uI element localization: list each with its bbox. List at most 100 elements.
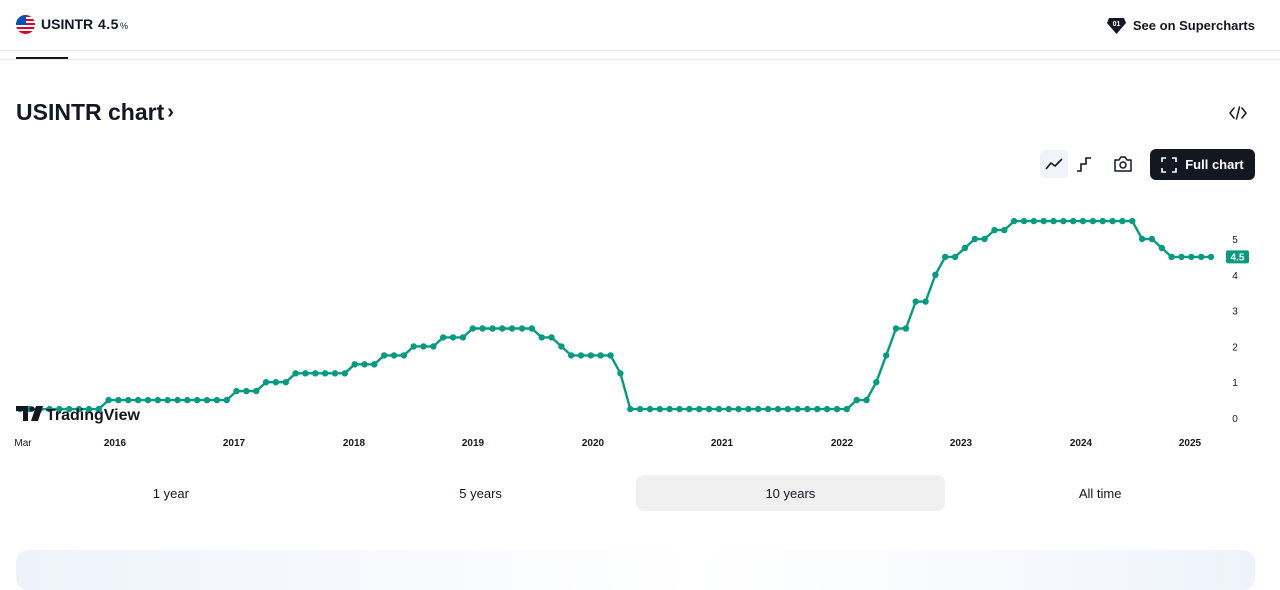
- data-point: [1070, 217, 1077, 225]
- x-tick-label: 2019: [462, 438, 485, 449]
- data-point: [144, 396, 152, 404]
- step-line-button[interactable]: [1070, 150, 1098, 178]
- data-point: [243, 387, 250, 395]
- data-point: [873, 379, 880, 386]
- data-point: [115, 396, 122, 404]
- chart-style-toggle: [1040, 148, 1100, 180]
- data-point: [125, 396, 132, 404]
- x-tick-label: 2017: [223, 438, 246, 449]
- top-bar: USINTR 4.5% 01 See on Supercharts: [0, 0, 1280, 51]
- supercharts-label: See on Supercharts: [1132, 18, 1255, 33]
- step-line-icon: [1077, 157, 1091, 172]
- chart-title-link[interactable]: USINTR chart ›: [16, 99, 174, 126]
- data-point: [942, 253, 949, 261]
- data-point: [932, 271, 939, 278]
- data-point: [1010, 217, 1018, 225]
- data-point: [902, 325, 910, 332]
- data-point: [272, 379, 280, 386]
- data-point: [75, 405, 83, 413]
- data-point: [1040, 217, 1047, 225]
- y-tick-label: 4: [1232, 271, 1238, 282]
- data-point: [1099, 217, 1106, 225]
- expand-icon: [1161, 156, 1178, 173]
- data-point: [1158, 244, 1166, 252]
- symbol-name: USINTR: [41, 16, 94, 32]
- x-tick-label: 2023: [950, 438, 973, 449]
- data-point: [892, 325, 900, 332]
- interest-rate-chart[interactable]: 0 1 2 3 4 5 Mar 2016 2017 2018 2019 2020 2021 2022 20…: [0, 190, 1280, 460]
- data-point: [784, 405, 791, 413]
- data-point: [361, 361, 368, 368]
- data-point: [636, 405, 644, 413]
- data-point: [597, 352, 604, 359]
- full-chart-label: Full chart: [1185, 157, 1244, 172]
- data-point: [755, 405, 762, 413]
- x-axis: Mar 2016 2017 2018 2019 2020 2021 2022 2023 2024 2…: [14, 438, 1201, 449]
- data-point: [735, 405, 742, 413]
- y-tick-label: 0: [1232, 414, 1238, 425]
- data-point: [617, 370, 624, 377]
- x-tick-label: 2024: [1070, 438, 1093, 449]
- range-all-time[interactable]: All time: [1078, 485, 1122, 501]
- data-point: [223, 396, 230, 404]
- last-value-label: 4.5: [1231, 252, 1245, 263]
- data-point: [843, 405, 850, 413]
- data-point: [961, 244, 969, 252]
- data-point: [833, 405, 841, 413]
- data-point: [1030, 217, 1038, 225]
- data-point: [922, 298, 929, 305]
- data-point: [233, 387, 240, 395]
- data-point: [656, 405, 663, 413]
- data-point: [449, 334, 457, 341]
- data-point: [764, 405, 772, 413]
- last-value-badge-bg: [1226, 250, 1249, 264]
- y-tick-label: 1: [1232, 378, 1238, 389]
- x-tick-label: 2020: [582, 438, 605, 449]
- line-chart-icon: [1045, 158, 1063, 170]
- data-point: [66, 405, 73, 413]
- x-tick-label: 2025: [1179, 438, 1202, 449]
- range-10-years[interactable]: 10 years: [635, 475, 946, 511]
- us-flag-icon: [16, 15, 35, 34]
- range-1-year[interactable]: 1 year: [152, 485, 189, 501]
- data-point: [46, 405, 53, 413]
- data-point: [154, 396, 161, 404]
- data-point: [1148, 235, 1156, 243]
- data-point: [321, 370, 329, 377]
- data-point: [1001, 226, 1008, 234]
- data-point: [430, 343, 437, 350]
- supercharts-link[interactable]: 01 See on Supercharts: [1106, 16, 1255, 35]
- data-point: [814, 405, 821, 413]
- data-point: [371, 361, 378, 368]
- full-chart-button[interactable]: Full chart: [1150, 149, 1255, 180]
- data-point: [331, 370, 339, 377]
- y-tick-label: 5: [1232, 235, 1238, 246]
- data-point: [528, 325, 535, 332]
- data-point: [262, 379, 270, 386]
- data-point: [774, 405, 782, 413]
- snapshot-button[interactable]: [1108, 150, 1138, 178]
- line-chart-button[interactable]: [1040, 150, 1068, 178]
- data-point: [400, 352, 408, 359]
- data-point: [174, 396, 181, 404]
- data-point: [184, 396, 191, 404]
- data-point: [410, 343, 417, 350]
- data-point: [440, 334, 447, 341]
- data-point: [1198, 253, 1205, 261]
- data-point: [351, 361, 358, 368]
- data-point: [1020, 217, 1028, 225]
- range-5-years[interactable]: 5 years: [459, 485, 502, 501]
- data-point: [56, 405, 63, 413]
- data-point: [312, 370, 319, 377]
- data-point: [203, 396, 211, 404]
- data-point: [341, 370, 348, 377]
- data-point: [1050, 217, 1057, 225]
- range-selector: 1 year 5 years 10 years All time: [16, 475, 1255, 511]
- data-point: [951, 253, 959, 261]
- chart-title: USINTR chart: [16, 99, 165, 125]
- data-point: [804, 405, 811, 413]
- data-point: [95, 405, 102, 413]
- embed-code-icon[interactable]: [1228, 103, 1248, 123]
- data-point: [85, 405, 93, 413]
- price-unit: %: [119, 21, 129, 31]
